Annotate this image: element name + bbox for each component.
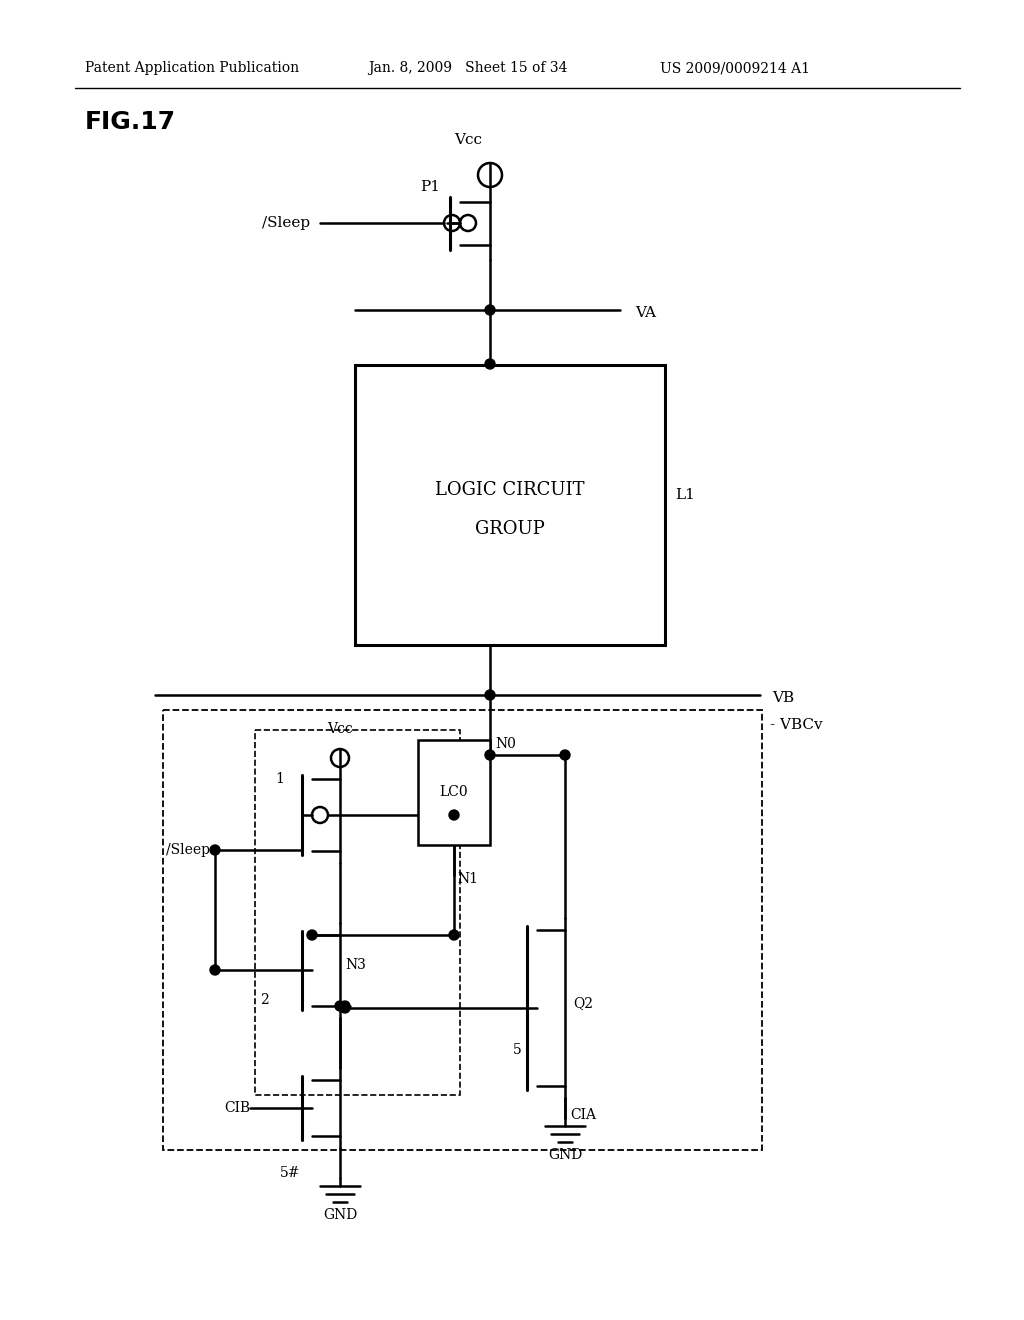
Text: - VBCv: - VBCv xyxy=(770,718,822,733)
Text: LC0: LC0 xyxy=(439,785,468,800)
Circle shape xyxy=(485,359,495,370)
Bar xyxy=(418,741,490,845)
Text: /Sleep: /Sleep xyxy=(262,216,310,230)
Bar xyxy=(163,710,762,1150)
Text: GND: GND xyxy=(323,1208,357,1222)
Circle shape xyxy=(340,1003,350,1012)
Text: 5#: 5# xyxy=(280,1166,300,1180)
Bar xyxy=(355,366,665,645)
Circle shape xyxy=(449,931,459,940)
Text: Q2: Q2 xyxy=(573,997,593,1010)
Text: /Sleep: /Sleep xyxy=(166,843,210,857)
Text: N0: N0 xyxy=(495,737,516,751)
Text: VB: VB xyxy=(772,690,795,705)
Circle shape xyxy=(485,690,495,700)
Circle shape xyxy=(210,845,220,855)
Text: 1: 1 xyxy=(275,772,284,785)
Circle shape xyxy=(340,1001,350,1011)
Text: Vcc: Vcc xyxy=(327,722,353,737)
Text: GROUP: GROUP xyxy=(475,520,545,539)
Circle shape xyxy=(485,305,495,315)
Circle shape xyxy=(335,1001,345,1011)
Circle shape xyxy=(449,810,459,820)
Circle shape xyxy=(307,931,317,940)
Text: CIA: CIA xyxy=(570,1107,596,1122)
Text: Vcc: Vcc xyxy=(454,133,482,147)
Text: VA: VA xyxy=(635,306,656,319)
Text: LOGIC CIRCUIT: LOGIC CIRCUIT xyxy=(435,480,585,499)
Text: Patent Application Publication: Patent Application Publication xyxy=(85,61,299,75)
Text: US 2009/0009214 A1: US 2009/0009214 A1 xyxy=(660,61,810,75)
Circle shape xyxy=(210,965,220,975)
Circle shape xyxy=(485,750,495,760)
Text: N3: N3 xyxy=(345,958,366,972)
Text: 5: 5 xyxy=(513,1043,521,1057)
Circle shape xyxy=(560,750,570,760)
Text: FIG.17: FIG.17 xyxy=(85,110,176,135)
Text: Jan. 8, 2009   Sheet 15 of 34: Jan. 8, 2009 Sheet 15 of 34 xyxy=(368,61,567,75)
Text: CIB: CIB xyxy=(224,1101,250,1115)
Text: GND: GND xyxy=(548,1148,582,1162)
Text: L1: L1 xyxy=(675,488,695,502)
Text: 2: 2 xyxy=(260,993,268,1007)
Text: N1: N1 xyxy=(457,873,478,886)
Bar xyxy=(255,730,460,1096)
Text: P1: P1 xyxy=(420,180,440,194)
